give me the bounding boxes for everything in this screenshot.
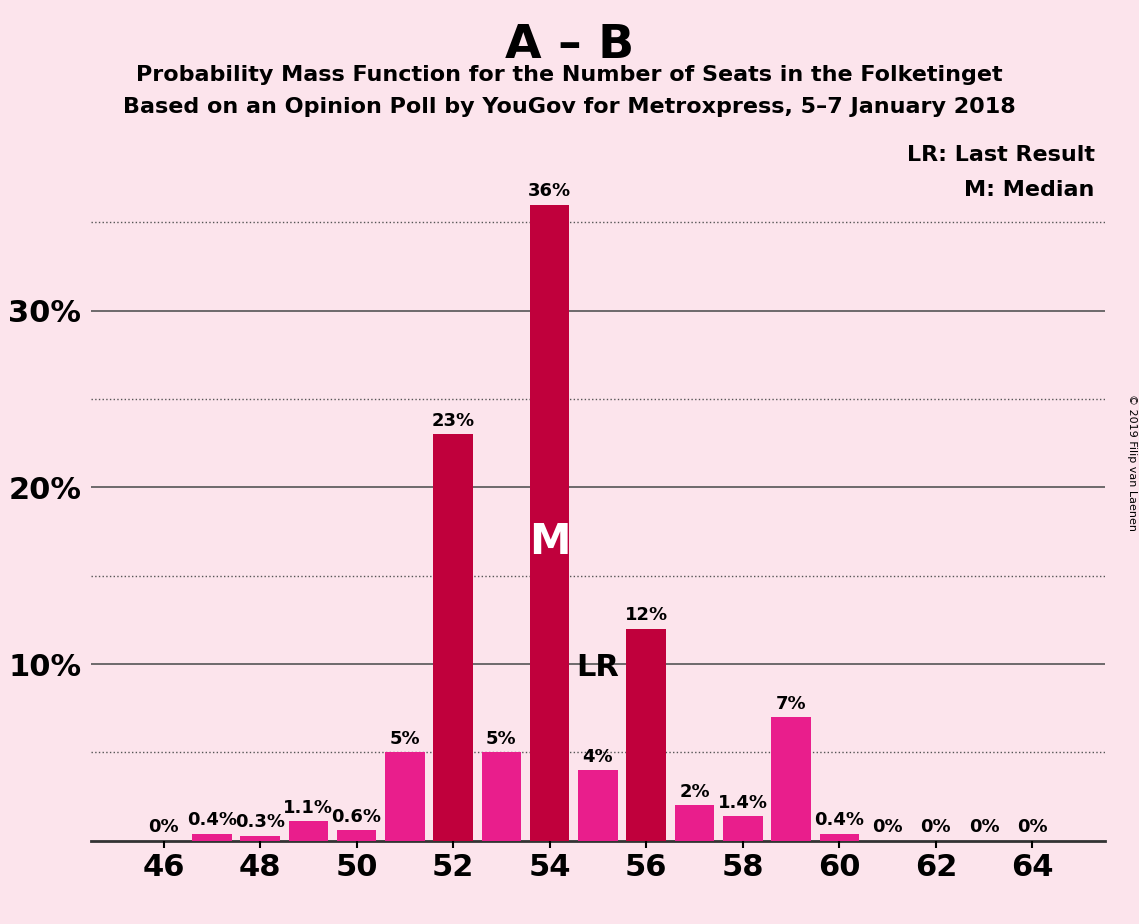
Bar [723,816,763,841]
Bar [771,717,811,841]
Bar [337,831,376,841]
Bar [530,204,570,841]
Text: 4%: 4% [583,748,613,766]
Text: M: M [528,521,571,563]
Text: 1.1%: 1.1% [284,799,334,817]
Bar [385,752,425,841]
Bar [288,821,328,841]
Text: 0.4%: 0.4% [187,811,237,830]
Text: 0%: 0% [1017,819,1048,836]
Text: A – B: A – B [505,23,634,68]
Text: 5%: 5% [486,730,517,748]
Text: 0.3%: 0.3% [235,813,285,831]
Text: 0%: 0% [969,819,999,836]
Bar [820,833,859,841]
Text: M: Median: M: Median [965,180,1095,200]
Text: 5%: 5% [390,730,420,748]
Bar [482,752,522,841]
Text: 36%: 36% [528,182,572,201]
Text: LR: LR [576,652,620,682]
Text: © 2019 Filip van Laenen: © 2019 Filip van Laenen [1126,394,1137,530]
Text: 0%: 0% [872,819,903,836]
Text: 0.6%: 0.6% [331,808,382,826]
Text: Based on an Opinion Poll by YouGov for Metroxpress, 5–7 January 2018: Based on an Opinion Poll by YouGov for M… [123,97,1016,117]
Bar [240,835,280,841]
Text: 23%: 23% [432,412,475,430]
Text: 7%: 7% [776,695,806,712]
Text: 0.4%: 0.4% [814,811,865,830]
Bar [433,434,473,841]
Text: 2%: 2% [679,783,710,801]
Bar [579,771,617,841]
Bar [626,629,666,841]
Text: 0%: 0% [920,819,951,836]
Text: 0%: 0% [148,819,179,836]
Text: 12%: 12% [624,606,667,625]
Text: Probability Mass Function for the Number of Seats in the Folketinget: Probability Mass Function for the Number… [137,65,1002,85]
Text: 1.4%: 1.4% [718,794,768,811]
Bar [192,833,231,841]
Bar [674,806,714,841]
Text: LR: Last Result: LR: Last Result [907,144,1095,164]
